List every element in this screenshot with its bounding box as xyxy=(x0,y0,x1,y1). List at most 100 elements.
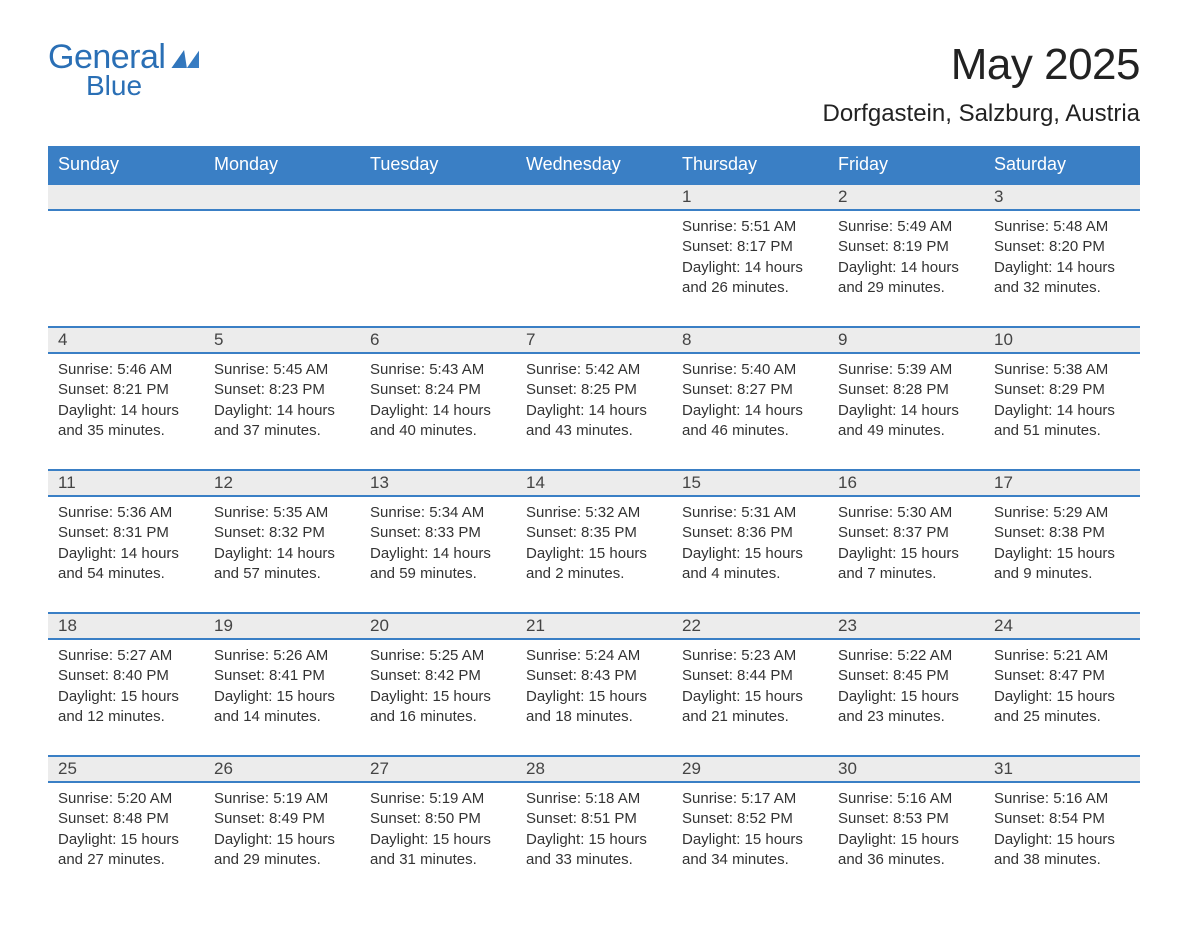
sunset-label: Sunset: xyxy=(994,381,1045,398)
calendar-day-cell: 25 xyxy=(48,756,204,782)
day-number: 16 xyxy=(828,471,984,495)
sunset-label: Sunset: xyxy=(682,381,733,398)
sunrise-value: 5:16 AM xyxy=(897,790,952,807)
daylight-minutes: 59 xyxy=(399,565,416,582)
sunset-label: Sunset: xyxy=(58,810,109,827)
calendar-day-cell: 11 xyxy=(48,470,204,496)
sunset-value: 8:43 PM xyxy=(581,667,637,684)
day-number: 9 xyxy=(828,328,984,352)
calendar-empty-cell xyxy=(48,184,204,210)
day-number: 12 xyxy=(204,471,360,495)
daylight-minutes: 21 xyxy=(711,708,728,725)
day-number: 18 xyxy=(48,614,204,638)
sunrise-value: 5:35 AM xyxy=(273,504,328,521)
daylight-label: Daylight: xyxy=(214,831,272,848)
daylight-hours: 14 xyxy=(1057,402,1074,419)
day-number: 23 xyxy=(828,614,984,638)
sunrise-label: Sunrise: xyxy=(994,790,1049,807)
daylight-hours: 14 xyxy=(277,545,294,562)
daylight-hours: 15 xyxy=(745,545,762,562)
sunset-value: 8:17 PM xyxy=(737,238,793,255)
daylight-hours: 15 xyxy=(901,545,918,562)
sunrise-label: Sunrise: xyxy=(526,361,581,378)
sunset-label: Sunset: xyxy=(370,524,421,541)
sunset-label: Sunset: xyxy=(838,667,889,684)
daylight-hours: 15 xyxy=(433,831,450,848)
title-block: May 2025 Dorfgastein, Salzburg, Austria xyxy=(823,40,1141,140)
daylight-label: Daylight: xyxy=(994,688,1052,705)
calendar-day-info: Sunrise: 5:39 AMSunset: 8:28 PMDaylight:… xyxy=(828,353,984,470)
sunset-label: Sunset: xyxy=(994,667,1045,684)
sunrise-label: Sunrise: xyxy=(526,504,581,521)
calendar-day-info: Sunrise: 5:46 AMSunset: 8:21 PMDaylight:… xyxy=(48,353,204,470)
sunrise-label: Sunrise: xyxy=(838,218,893,235)
daylight-minutes: 14 xyxy=(243,708,260,725)
calendar-day-cell: 3 xyxy=(984,184,1140,210)
weekday-header: Saturday xyxy=(984,146,1140,184)
day-number: 29 xyxy=(672,757,828,781)
day-details: Sunrise: 5:29 AMSunset: 8:38 PMDaylight:… xyxy=(984,497,1140,612)
sunset-value: 8:52 PM xyxy=(737,810,793,827)
calendar-day-info: Sunrise: 5:51 AMSunset: 8:17 PMDaylight:… xyxy=(672,210,828,327)
day-details: Sunrise: 5:30 AMSunset: 8:37 PMDaylight:… xyxy=(828,497,984,612)
sunset-label: Sunset: xyxy=(58,667,109,684)
daylight-hours: 15 xyxy=(121,831,138,848)
sunrise-label: Sunrise: xyxy=(370,504,425,521)
daylight-hours: 15 xyxy=(277,831,294,848)
calendar-day-cell: 23 xyxy=(828,613,984,639)
weekday-header: Wednesday xyxy=(516,146,672,184)
day-number: 13 xyxy=(360,471,516,495)
calendar-day-cell: 6 xyxy=(360,327,516,353)
daylight-hours: 14 xyxy=(745,259,762,276)
calendar-day-info: Sunrise: 5:17 AMSunset: 8:52 PMDaylight:… xyxy=(672,782,828,898)
sunrise-value: 5:27 AM xyxy=(117,647,172,664)
calendar-day-info: Sunrise: 5:20 AMSunset: 8:48 PMDaylight:… xyxy=(48,782,204,898)
daylight-label: Daylight: xyxy=(214,545,272,562)
calendar-day-cell: 31 xyxy=(984,756,1140,782)
day-number: 31 xyxy=(984,757,1140,781)
sunrise-value: 5:38 AM xyxy=(1053,361,1108,378)
calendar-day-info: Sunrise: 5:19 AMSunset: 8:50 PMDaylight:… xyxy=(360,782,516,898)
daylight-minutes: 26 xyxy=(711,279,728,296)
calendar-day-cell: 7 xyxy=(516,327,672,353)
day-number: 24 xyxy=(984,614,1140,638)
sunset-label: Sunset: xyxy=(370,667,421,684)
day-number: 17 xyxy=(984,471,1140,495)
day-number: 4 xyxy=(48,328,204,352)
calendar-day-cell: 5 xyxy=(204,327,360,353)
day-number: 15 xyxy=(672,471,828,495)
day-details: Sunrise: 5:32 AMSunset: 8:35 PMDaylight:… xyxy=(516,497,672,612)
calendar-day-info: Sunrise: 5:25 AMSunset: 8:42 PMDaylight:… xyxy=(360,639,516,756)
calendar-empty-cell xyxy=(48,210,204,327)
sunrise-label: Sunrise: xyxy=(838,790,893,807)
daylight-hours: 15 xyxy=(589,688,606,705)
day-number: 2 xyxy=(828,185,984,209)
weekday-header: Sunday xyxy=(48,146,204,184)
day-details: Sunrise: 5:27 AMSunset: 8:40 PMDaylight:… xyxy=(48,640,204,755)
calendar-day-info: Sunrise: 5:24 AMSunset: 8:43 PMDaylight:… xyxy=(516,639,672,756)
sunset-value: 8:40 PM xyxy=(113,667,169,684)
sunset-label: Sunset: xyxy=(682,810,733,827)
daylight-label: Daylight: xyxy=(214,402,272,419)
daylight-hours: 14 xyxy=(433,545,450,562)
day-number: 6 xyxy=(360,328,516,352)
sunset-value: 8:31 PM xyxy=(113,524,169,541)
daylight-minutes: 37 xyxy=(243,422,260,439)
sunrise-label: Sunrise: xyxy=(370,647,425,664)
calendar-day-info: Sunrise: 5:34 AMSunset: 8:33 PMDaylight:… xyxy=(360,496,516,613)
sunset-value: 8:47 PM xyxy=(1049,667,1105,684)
sunset-label: Sunset: xyxy=(682,667,733,684)
day-number: 14 xyxy=(516,471,672,495)
calendar-day-cell: 19 xyxy=(204,613,360,639)
sunrise-value: 5:20 AM xyxy=(117,790,172,807)
sunset-value: 8:25 PM xyxy=(581,381,637,398)
sunrise-value: 5:49 AM xyxy=(897,218,952,235)
daylight-label: Daylight: xyxy=(214,688,272,705)
sunrise-value: 5:39 AM xyxy=(897,361,952,378)
daylight-label: Daylight: xyxy=(994,831,1052,848)
sunset-label: Sunset: xyxy=(838,238,889,255)
day-details: Sunrise: 5:36 AMSunset: 8:31 PMDaylight:… xyxy=(48,497,204,612)
brand-logo: General Blue xyxy=(48,40,199,102)
day-details: Sunrise: 5:25 AMSunset: 8:42 PMDaylight:… xyxy=(360,640,516,755)
daylight-minutes: 36 xyxy=(867,851,884,868)
